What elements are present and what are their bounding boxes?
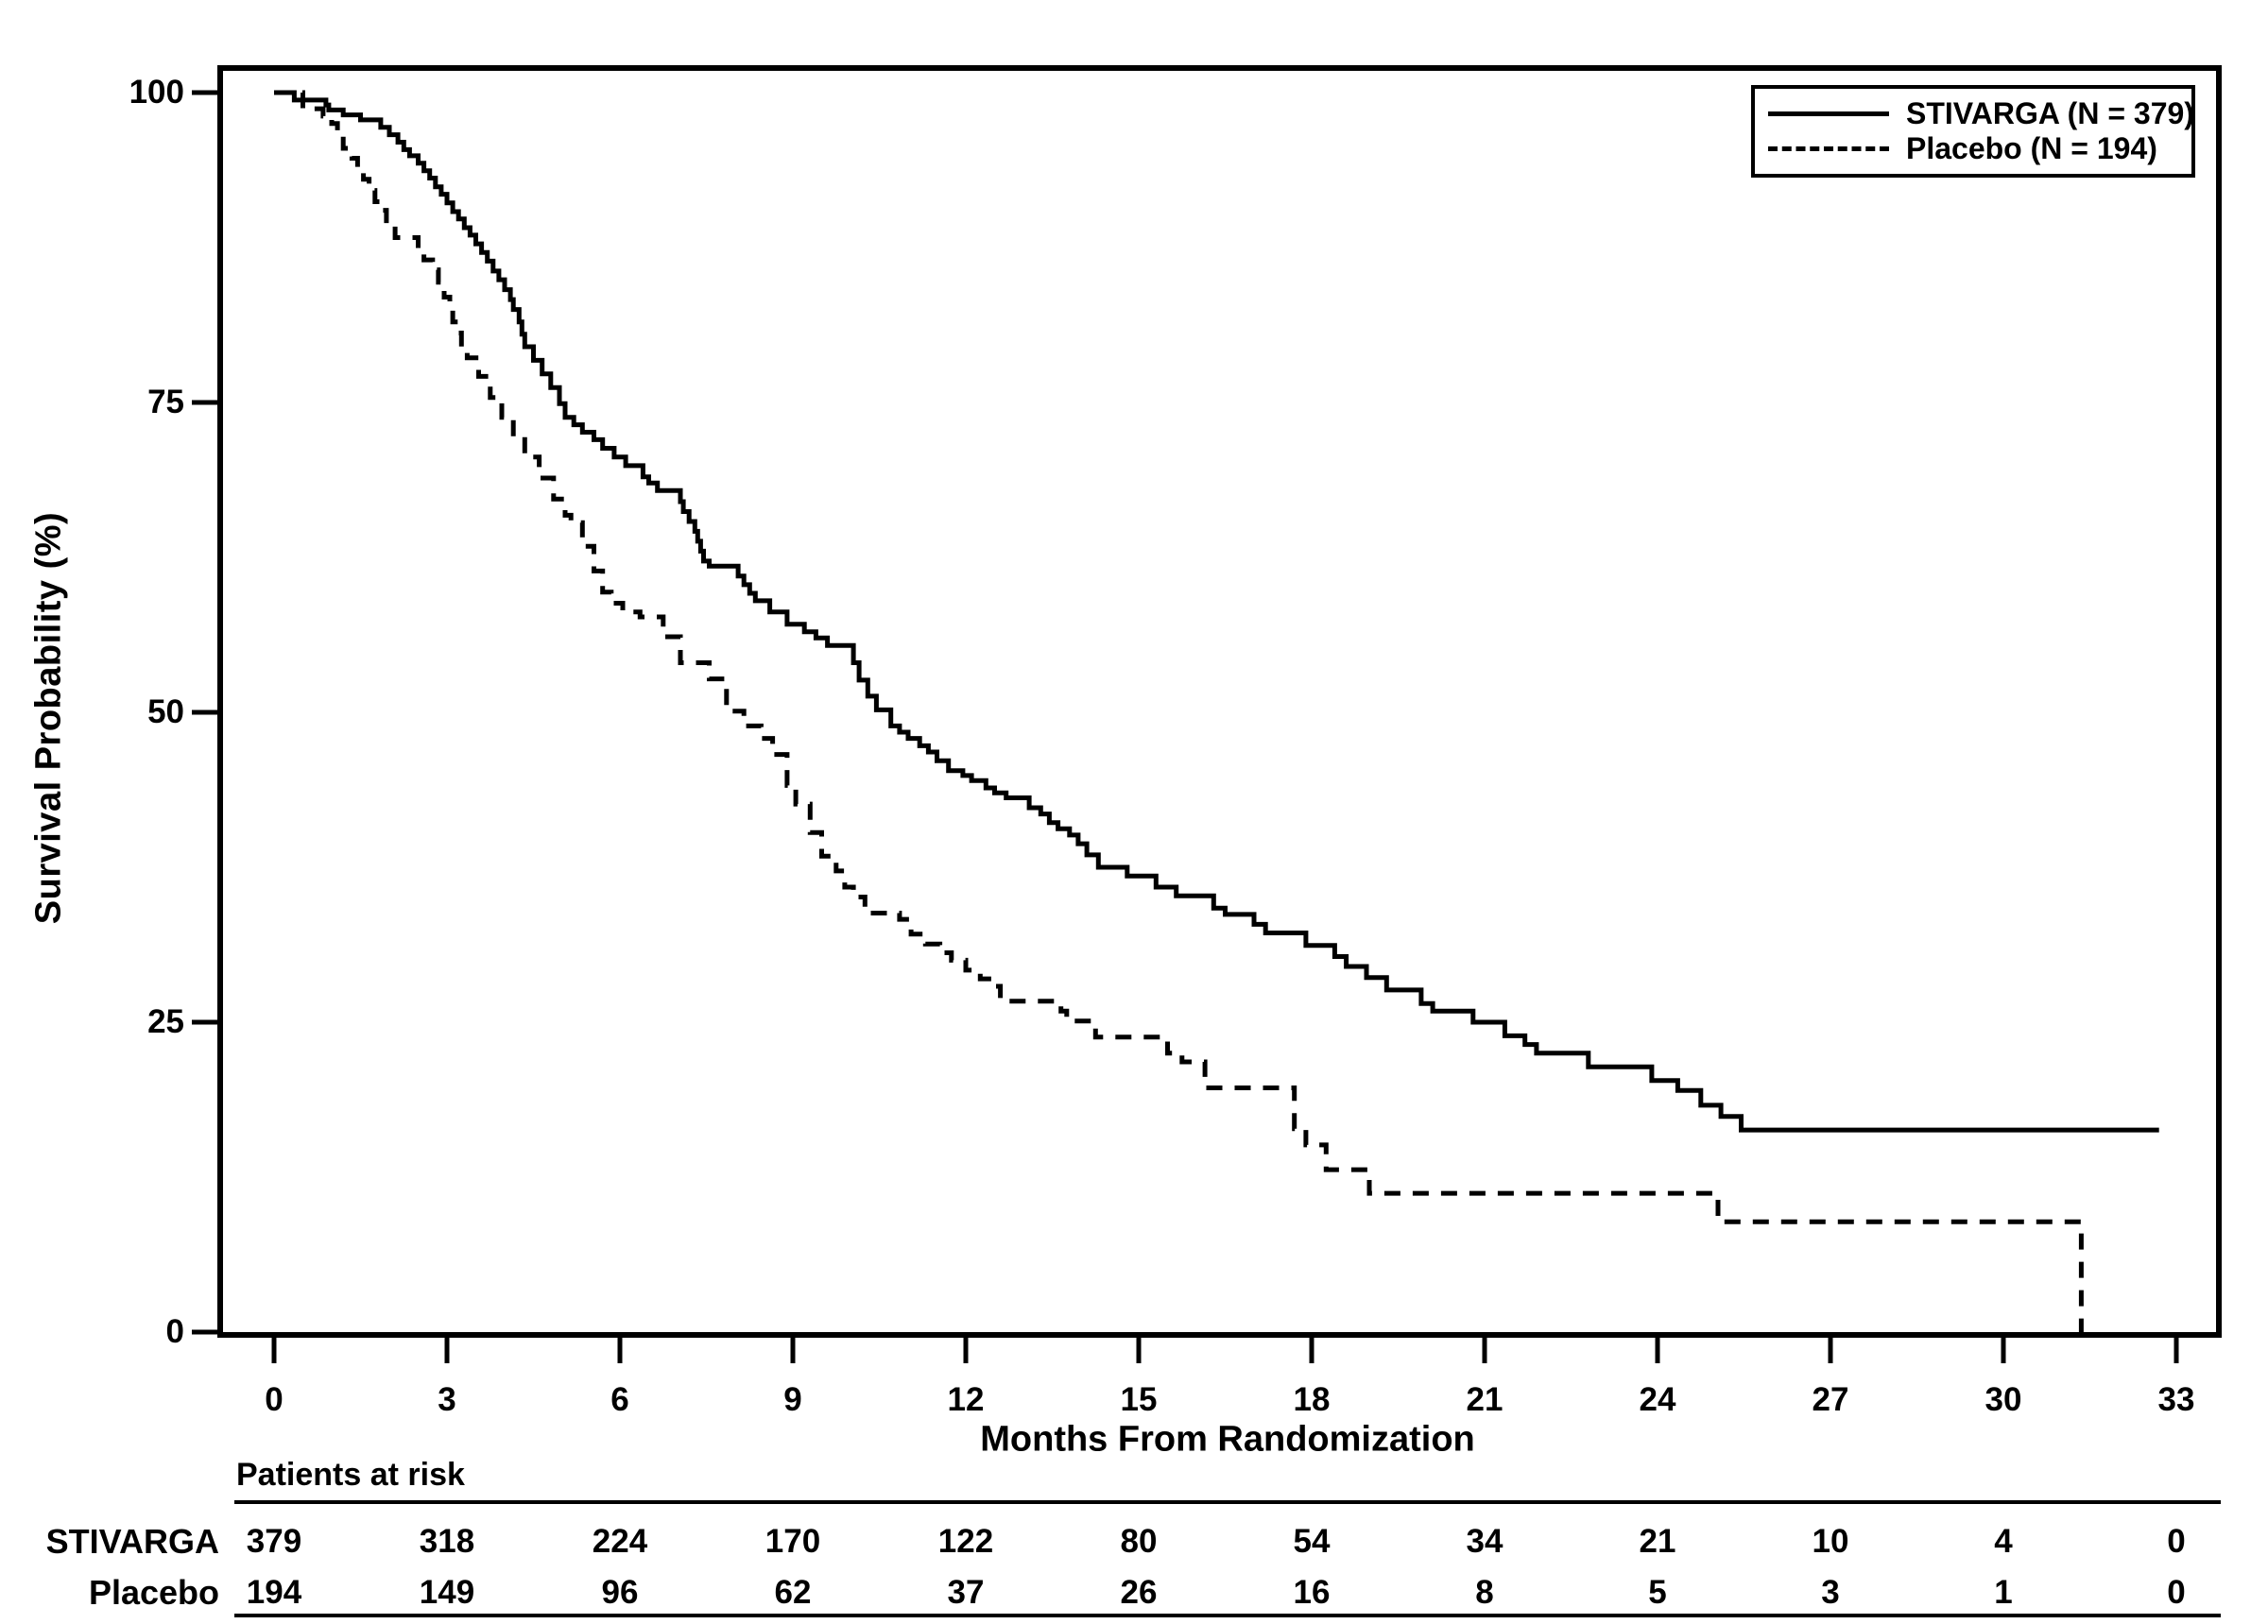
- risk-count-stivarga-m6: 224: [592, 1523, 648, 1560]
- x-tick-label-24: 24: [1639, 1381, 1676, 1418]
- risk-count-stivarga-m3: 318: [419, 1523, 475, 1560]
- risk-count-stivarga-m30: 4: [1994, 1523, 2013, 1560]
- legend-label-stivarga: STIVARGA (N = 379): [1906, 96, 2194, 130]
- risk-count-stivarga-m0: 379: [246, 1523, 302, 1560]
- y-tick-label-0: 0: [165, 1313, 184, 1350]
- y-tick-label-100: 100: [129, 74, 184, 111]
- risk-count-stivarga-m15: 80: [1120, 1523, 1158, 1560]
- risk-count-placebo-m12: 37: [947, 1574, 985, 1611]
- risk-table-bottom-rule: [234, 1614, 2221, 1617]
- risk-count-placebo-m33: 0: [2167, 1574, 2186, 1611]
- x-tick-label-21: 21: [1466, 1381, 1503, 1418]
- risk-count-placebo-m15: 26: [1120, 1574, 1158, 1611]
- risk-count-placebo-m3: 149: [419, 1574, 475, 1611]
- y-tick-label-25: 25: [147, 1003, 184, 1040]
- y-tick-label-75: 75: [147, 384, 184, 420]
- curve-placebo: [274, 90, 2084, 1332]
- x-tick-label-3: 3: [438, 1381, 456, 1418]
- x-tick-label-12: 12: [947, 1381, 985, 1418]
- risk-count-stivarga-m33: 0: [2167, 1523, 2186, 1560]
- legend-entry-placebo: Placebo (N = 194): [1768, 131, 2182, 166]
- x-tick-label-15: 15: [1120, 1381, 1158, 1418]
- risk-count-stivarga-m18: 54: [1293, 1523, 1331, 1560]
- legend-label-placebo: Placebo (N = 194): [1906, 131, 2157, 165]
- plot-frame: [217, 65, 2222, 1338]
- risk-count-placebo-m27: 3: [1821, 1574, 1840, 1611]
- risk-count-placebo-m0: 194: [246, 1574, 302, 1611]
- curve-stivarga: [274, 90, 2159, 1133]
- risk-count-stivarga-m27: 10: [1812, 1523, 1849, 1560]
- survival-curves: [274, 90, 2159, 1332]
- risk-count-placebo-m6: 96: [601, 1574, 639, 1611]
- risk-count-placebo-m9: 62: [774, 1574, 812, 1611]
- risk-count-stivarga-m24: 21: [1639, 1523, 1676, 1560]
- risk-row-label-stivarga: STIVARGA: [45, 1522, 219, 1561]
- risk-table-header: Patients at risk: [236, 1457, 465, 1493]
- x-tick-label-9: 9: [783, 1381, 802, 1418]
- x-tick-label-0: 0: [265, 1381, 284, 1418]
- legend: STIVARGA (N = 379) Placebo (N = 194): [1751, 85, 2195, 178]
- x-tick-label-33: 33: [2157, 1381, 2195, 1418]
- risk-count-stivarga-m9: 170: [765, 1523, 821, 1560]
- legend-solid-line-icon: [1768, 111, 1889, 116]
- x-tick-label-18: 18: [1293, 1381, 1331, 1418]
- risk-count-stivarga-m12: 122: [937, 1523, 994, 1560]
- x-axis-title: Months From Randomization: [980, 1419, 1475, 1460]
- risk-table-top-rule: [234, 1500, 2221, 1504]
- axis-ticks: [192, 90, 2179, 1363]
- y-tick-label-50: 50: [147, 693, 184, 730]
- y-axis-title: Survival Probability (%): [28, 511, 69, 925]
- risk-count-placebo-m30: 1: [1994, 1574, 2013, 1611]
- risk-count-placebo-m18: 16: [1293, 1574, 1331, 1611]
- legend-dashed-line-icon: [1768, 146, 1889, 151]
- risk-row-label-placebo: Placebo: [88, 1573, 219, 1612]
- risk-count-stivarga-m21: 34: [1466, 1523, 1503, 1560]
- x-tick-label-27: 27: [1812, 1381, 1849, 1418]
- x-tick-label-6: 6: [610, 1381, 629, 1418]
- legend-entry-stivarga: STIVARGA (N = 379): [1768, 96, 2194, 131]
- risk-count-placebo-m24: 5: [1648, 1574, 1667, 1611]
- risk-count-placebo-m21: 8: [1475, 1574, 1494, 1611]
- x-tick-label-30: 30: [1984, 1381, 2022, 1418]
